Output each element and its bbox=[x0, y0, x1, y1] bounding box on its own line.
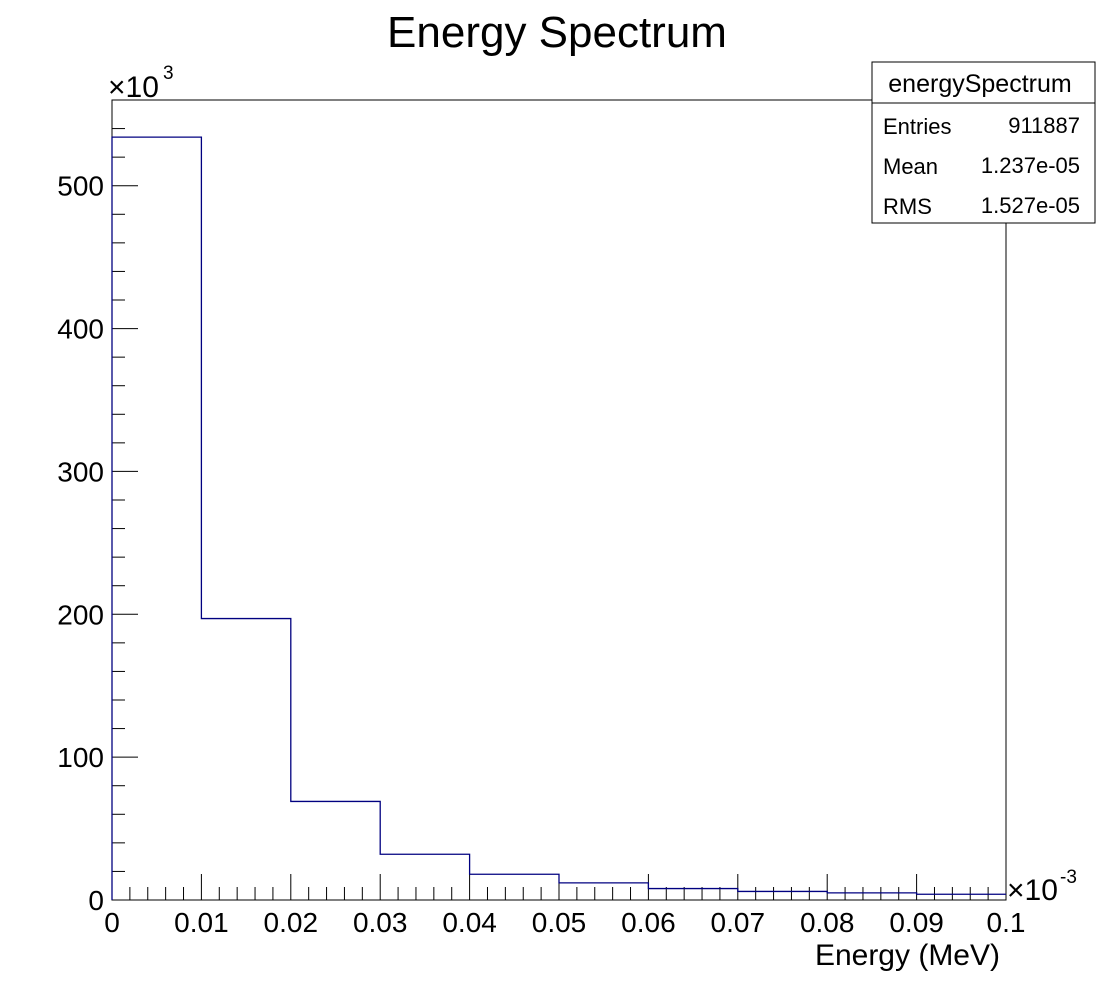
y-axis-tick-labels: 0 100 200 300 400 500 bbox=[57, 171, 104, 916]
stats-mean-label: Mean bbox=[883, 154, 938, 179]
x-tick-label: 0.07 bbox=[711, 907, 766, 938]
histogram-bin bbox=[380, 854, 469, 900]
x-tick-label: 0.02 bbox=[264, 907, 319, 938]
histogram-bin bbox=[112, 137, 201, 900]
stats-box: energySpectrum Entries 911887 Mean 1.237… bbox=[871, 61, 1096, 224]
stats-entries-label: Entries bbox=[883, 114, 951, 139]
y-tick-label: 300 bbox=[57, 456, 104, 487]
stats-rms-label: RMS bbox=[883, 194, 932, 219]
stats-mean-value: 1.237e-05 bbox=[981, 153, 1080, 178]
x-axis-ticks bbox=[111, 874, 1007, 900]
x-axis-label: Energy (MeV) bbox=[815, 939, 1000, 972]
histogram-bin bbox=[648, 889, 737, 900]
y-tick-label: 500 bbox=[57, 171, 104, 202]
y-axis-ticks bbox=[112, 99, 138, 901]
histogram-bin bbox=[201, 619, 290, 900]
x-tick-label: 0.1 bbox=[987, 907, 1026, 938]
x-tick-label: 0.09 bbox=[889, 907, 944, 938]
x-tick-label: 0.06 bbox=[621, 907, 676, 938]
chart-title: Energy Spectrum bbox=[387, 8, 727, 57]
x-axis-tick-labels: 0 0.01 0.02 0.03 0.04 0.05 0.06 0.07 0.08 0.09 0.1 bbox=[104, 907, 1025, 938]
y-tick-label: 100 bbox=[57, 742, 104, 773]
y-tick-label: 200 bbox=[57, 599, 104, 630]
x-tick-label: 0.05 bbox=[532, 907, 587, 938]
histogram-bins bbox=[112, 137, 1006, 900]
stats-entries-value: 911887 bbox=[1008, 113, 1080, 138]
y-multiplier-exponent: 3 bbox=[163, 63, 174, 84]
x-multiplier-exponent: -3 bbox=[1060, 867, 1077, 888]
y-tick-label: 0 bbox=[88, 885, 104, 916]
histogram-line bbox=[111, 136, 1006, 900]
histogram-bin bbox=[470, 874, 559, 900]
x-tick-label: 0.03 bbox=[353, 907, 408, 938]
x-tick-label: 0.04 bbox=[442, 907, 497, 938]
x-axis-multiplier: ×10 -3 bbox=[1007, 867, 1077, 907]
stats-box-title: energySpectrum bbox=[888, 70, 1071, 98]
x-multiplier-base: ×10 bbox=[1007, 874, 1058, 907]
stats-box-frame bbox=[871, 61, 1096, 224]
stats-rms-value: 1.527e-05 bbox=[981, 193, 1080, 218]
histogram-bin bbox=[559, 883, 648, 900]
histogram-bin bbox=[827, 893, 916, 900]
x-tick-label: 0 bbox=[104, 907, 120, 938]
y-multiplier-base: ×10 bbox=[108, 71, 159, 104]
x-tick-label: 0.08 bbox=[800, 907, 855, 938]
y-axis-multiplier: ×10 3 bbox=[108, 63, 174, 104]
histogram-bin bbox=[291, 801, 380, 900]
histogram-bin bbox=[917, 894, 1006, 900]
y-tick-label: 400 bbox=[57, 314, 104, 345]
histogram-bin bbox=[738, 891, 827, 900]
x-tick-label: 0.01 bbox=[174, 907, 229, 938]
